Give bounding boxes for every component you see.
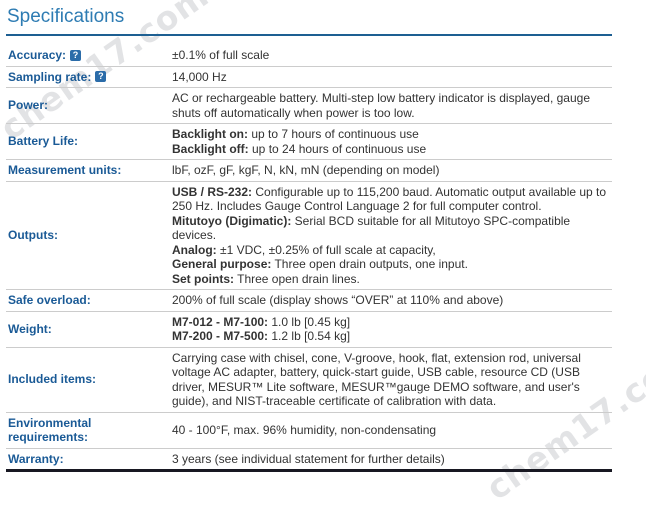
spec-label: Included items: xyxy=(6,351,172,409)
table-row: Warranty: 3 years (see individual stateme… xyxy=(6,449,612,470)
spec-value-line: General purpose: Three open drain output… xyxy=(172,257,468,271)
spec-label: Weight: xyxy=(6,315,172,344)
spec-label-text: Outputs: xyxy=(8,228,58,242)
spec-label: Outputs: xyxy=(6,185,172,287)
table-row: Sampling rate:? 14,000 Hz xyxy=(6,67,612,88)
spec-value: AC or rechargeable battery. Multi-step l… xyxy=(172,91,612,120)
table-row: Accuracy:? ±0.1% of full scale xyxy=(6,45,612,67)
table-row: Environmental requirements: 40 - 100°F, m… xyxy=(6,413,612,449)
spec-label-text: Sampling rate: xyxy=(8,69,92,84)
specifications-section: Specifications Accuracy:? ±0.1% of full s… xyxy=(6,5,612,472)
spec-table: Accuracy:? ±0.1% of full scale Sampling ra… xyxy=(6,45,612,472)
spec-label-text: Measurement units: xyxy=(8,163,122,177)
table-row: Weight: M7-012 - M7-100: 1.0 lb [0.45 kg]… xyxy=(6,312,612,348)
spec-label: Warranty: xyxy=(6,452,172,467)
spec-value-line: AC or rechargeable battery. Multi-step l… xyxy=(172,91,590,120)
page-title: Specifications xyxy=(7,6,125,27)
spec-value-line: Backlight off: up to 24 hours of continu… xyxy=(172,141,427,156)
spec-label-text: Safe overload: xyxy=(8,293,91,307)
spec-label: Measurement units: xyxy=(6,163,172,178)
spec-value: 40 - 100°F, max. 96% humidity, non-conde… xyxy=(172,416,612,445)
spec-value-line: Carrying case with chisel, cone, V-groov… xyxy=(172,350,581,409)
spec-value-line: 14,000 Hz xyxy=(172,69,227,84)
spec-value-line: ±0.1% of full scale xyxy=(172,48,270,62)
spec-value-line: 200% of full scale (display shows “OVER”… xyxy=(172,293,504,307)
spec-label-text: Weight: xyxy=(8,321,52,336)
spec-value: Carrying case with chisel, cone, V-groov… xyxy=(172,351,612,409)
table-row: Power: AC or rechargeable battery. Multi-… xyxy=(6,88,612,124)
spec-value: M7-012 - M7-100: 1.0 lb [0.45 kg] M7-200 … xyxy=(172,315,612,344)
spec-label: Power: xyxy=(6,91,172,120)
spec-value-line: lbF, ozF, gF, kgF, N, kN, mN (depending … xyxy=(172,163,440,177)
spec-value-line: USB / RS-232: Configurable up to 115,200… xyxy=(172,184,607,214)
spec-value: USB / RS-232: Configurable up to 115,200… xyxy=(172,185,612,287)
spec-value-line: M7-200 - M7-500: 1.2 lb [0.54 kg] xyxy=(172,329,351,343)
spec-value-line: 40 - 100°F, max. 96% humidity, non-conde… xyxy=(172,422,437,437)
spec-label: Sampling rate:? xyxy=(6,70,172,85)
title-divider xyxy=(6,34,612,36)
spec-label: Battery Life: xyxy=(6,127,172,156)
spec-value-line: M7-012 - M7-100: 1.0 lb [0.45 kg] xyxy=(172,314,351,329)
spec-label: Environmental requirements: xyxy=(6,416,172,445)
help-icon[interactable]: ? xyxy=(95,71,107,83)
spec-value-line: Mitutoyo (Digimatic): Serial BCD suitabl… xyxy=(172,213,571,243)
spec-label: Safe overload: xyxy=(6,293,172,308)
spec-value: Backlight on: up to 7 hours of continuou… xyxy=(172,127,612,156)
spec-label: Accuracy:? xyxy=(6,48,172,63)
spec-value: lbF, ozF, gF, kgF, N, kN, mN (depending … xyxy=(172,163,612,178)
spec-value: 3 years (see individual statement for fu… xyxy=(172,452,612,467)
table-row: Included items: Carrying case with chisel… xyxy=(6,348,612,413)
help-icon[interactable]: ? xyxy=(70,49,82,61)
table-row: Measurement units: lbF, ozF, gF, kgF, N, … xyxy=(6,160,612,182)
spec-value: 14,000 Hz xyxy=(172,70,612,85)
spec-value-line: Set points: Three open drain lines. xyxy=(172,271,360,286)
table-row: Outputs: USB / RS-232: Configurable up to… xyxy=(6,182,612,290)
spec-value-line: Backlight on: up to 7 hours of continuou… xyxy=(172,127,419,141)
spec-label-text: Power: xyxy=(8,98,49,113)
spec-value-line: Analog: ±1 VDC, ±0.25% of full scale at … xyxy=(172,242,436,257)
spec-label-text: Battery Life: xyxy=(8,134,79,149)
spec-label-text: Included items: xyxy=(8,372,97,387)
spec-value-line: 3 years (see individual statement for fu… xyxy=(172,451,445,466)
table-row: Safe overload: 200% of full scale (displa… xyxy=(6,290,612,312)
spec-label-text: Environmental requirements: xyxy=(8,415,92,445)
spec-value: ±0.1% of full scale xyxy=(172,48,612,63)
spec-label-text: Warranty: xyxy=(8,451,64,466)
table-row: Battery Life: Backlight on: up to 7 hours… xyxy=(6,124,612,160)
spec-value: 200% of full scale (display shows “OVER”… xyxy=(172,293,612,308)
spec-label-text: Accuracy: xyxy=(8,48,67,62)
